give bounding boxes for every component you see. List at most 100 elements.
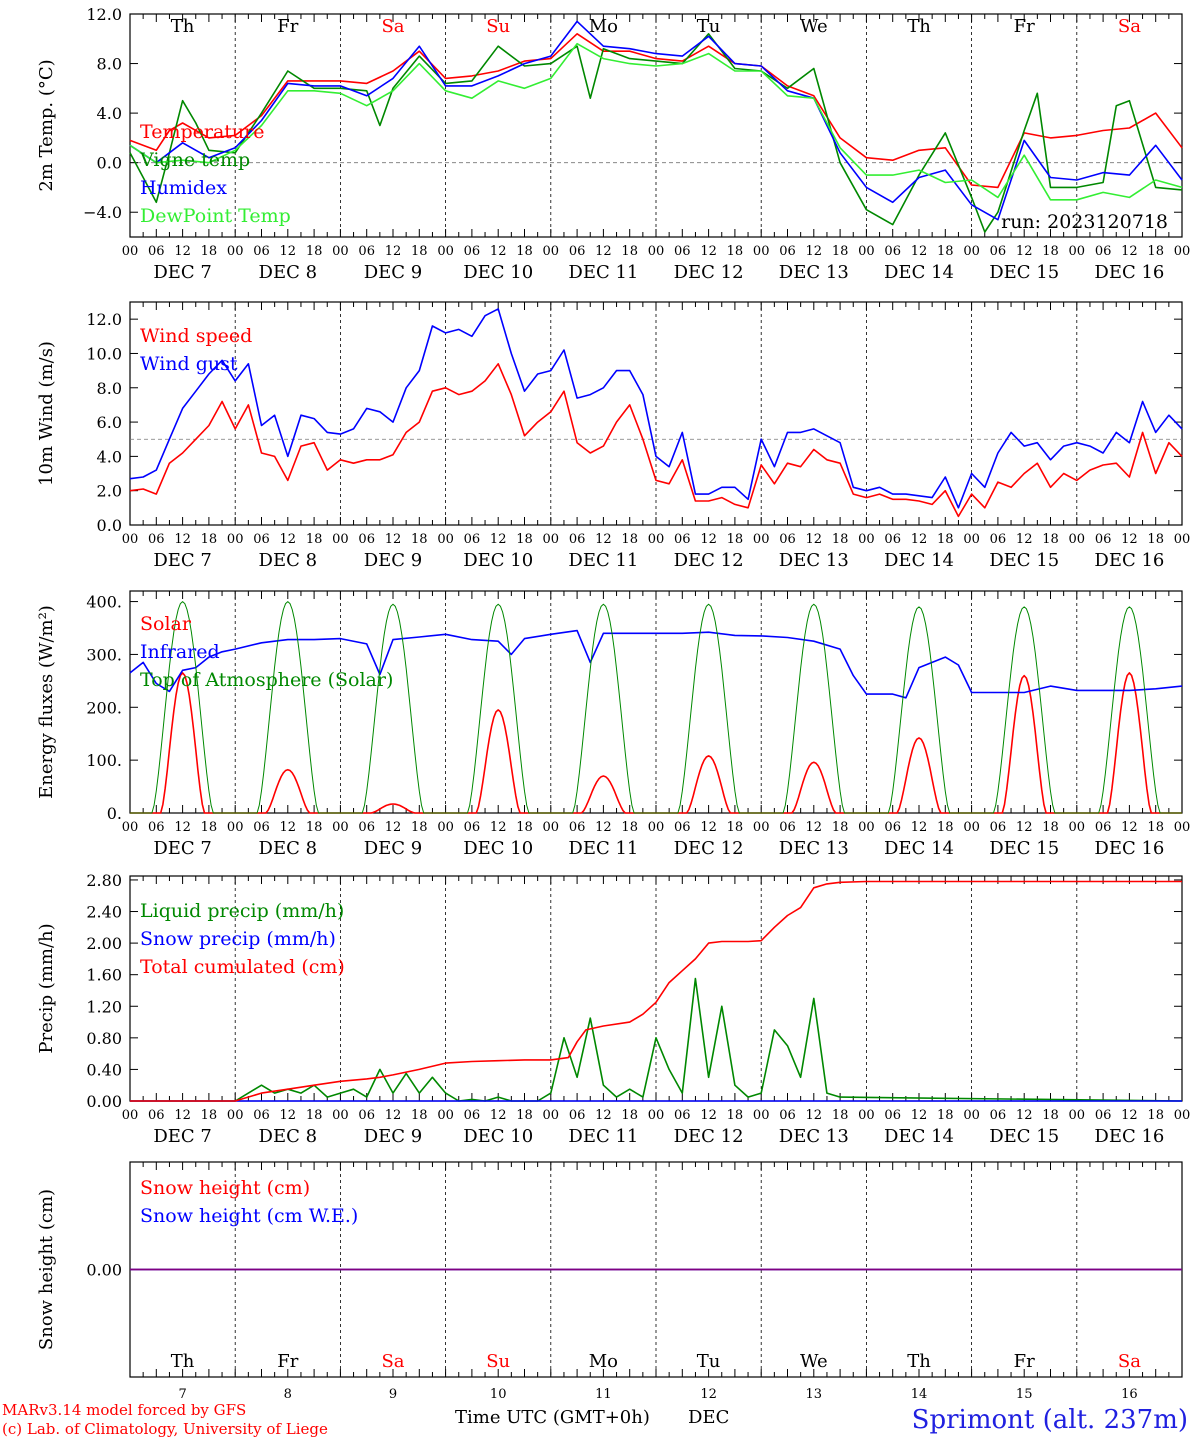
y-tick-label: 12.0 [86,5,122,24]
weekday-label: Th [171,16,195,37]
series-line-wind-gust [129,308,1183,509]
hour-tick-label: 06 [148,820,165,835]
hour-tick-label: 00 [858,820,875,835]
hour-tick-label: 18 [1147,244,1164,259]
hour-tick-label: 00 [858,532,875,547]
date-label: DEC 13 [779,550,849,571]
hour-tick-label: 18 [1147,1108,1164,1123]
hour-tick-label: 12 [700,820,717,835]
y-tick-label: 10.0 [86,344,122,363]
hour-tick-label: 06 [253,244,270,259]
y-axis-label: Energy fluxes (W/m²) [36,605,57,799]
hour-tick-label: 18 [201,244,218,259]
hour-tick-label: 06 [569,244,586,259]
legend-entry: Temperature [140,121,264,143]
x-axis-month: DEC [688,1407,729,1428]
day-number-label: 8 [284,1387,292,1402]
hour-tick-label: 06 [358,532,375,547]
day-number-label: 16 [1121,1387,1138,1402]
weekday-label: Sa [1118,1351,1141,1372]
hour-tick-label: 00 [122,244,139,259]
hour-tick-label: 18 [516,820,533,835]
hour-tick-label: 12 [280,532,297,547]
series-line-dewpoint-temp [129,42,1183,201]
hour-tick-label: 06 [884,820,901,835]
date-label: DEC 16 [1094,838,1164,859]
y-tick-label: 0.0 [97,516,122,535]
y-tick-label: 4.0 [97,447,122,466]
date-label: DEC 9 [364,262,423,283]
hour-tick-label: 12 [174,1108,191,1123]
hour-tick-label: 06 [779,532,796,547]
hour-tick-label: 18 [411,820,428,835]
hour-tick-label: 18 [621,244,638,259]
hour-tick-label: 12 [280,244,297,259]
hour-tick-label: 12 [385,1108,402,1123]
series-line-top-of-atmosphere-solar- [130,601,1182,814]
date-label: DEC 11 [568,1126,638,1147]
date-label: DEC 9 [364,838,423,859]
hour-tick-label: 06 [674,820,691,835]
hour-tick-label: 00 [543,244,560,259]
hour-tick-label: 12 [490,244,507,259]
date-label: DEC 15 [989,550,1059,571]
y-axis-label: 10m Wind (m/s) [36,341,57,486]
y-tick-label: 2.0 [97,482,122,501]
hour-tick-label: 00 [963,532,980,547]
legend-entry: Humidex [140,177,227,199]
date-label: DEC 12 [674,262,744,283]
day-number-label: 12 [700,1387,717,1402]
hour-tick-label: 12 [1016,244,1033,259]
hour-tick-label: 18 [306,1108,323,1123]
hour-tick-label: 18 [1147,820,1164,835]
date-label: DEC 14 [884,550,954,571]
y-tick-label: 2.00 [86,934,122,953]
hour-tick-label: 12 [1121,532,1138,547]
hour-tick-label: 12 [700,244,717,259]
date-label: DEC 13 [779,262,849,283]
hour-tick-label: 12 [806,532,823,547]
hour-tick-label: 18 [832,532,849,547]
date-label: DEC 14 [884,838,954,859]
y-tick-label: 1.20 [86,997,122,1016]
date-label: DEC 7 [153,262,212,283]
plot-frame [129,301,1183,526]
hour-tick-label: 00 [963,1108,980,1123]
y-tick-label: 12.0 [86,310,122,329]
y-tick-label: 6.0 [97,413,122,432]
legend-entry: Snow height (cm W.E.) [140,1205,358,1227]
hour-tick-label: 00 [858,1108,875,1123]
hour-tick-label: 12 [1016,1108,1033,1123]
hour-tick-label: 00 [332,244,349,259]
day-number-label: 7 [178,1387,186,1402]
hour-tick-label: 12 [174,532,191,547]
weekday-label: Fr [277,1351,298,1372]
weekday-label: Fr [1014,16,1035,37]
hour-tick-label: 12 [595,820,612,835]
hour-tick-label: 12 [490,1108,507,1123]
hour-tick-label: 12 [700,1108,717,1123]
hour-tick-label: 18 [411,532,428,547]
hour-tick-label: 12 [911,532,928,547]
hour-tick-label: 06 [1095,1108,1112,1123]
hour-tick-label: 06 [779,1108,796,1123]
hour-tick-label: 18 [201,532,218,547]
series-line-vigne-temp [129,32,1183,233]
y-tick-label: 300. [86,645,122,664]
hour-tick-label: 06 [884,1108,901,1123]
hour-tick-label: 00 [437,244,454,259]
y-tick-label: 2.40 [86,903,122,922]
day-number-label: 15 [1016,1387,1033,1402]
hour-tick-label: 18 [1042,820,1059,835]
hour-tick-label: 00 [227,820,244,835]
hour-tick-label: 18 [201,1108,218,1123]
hour-tick-label: 06 [990,1108,1007,1123]
hour-tick-label: 00 [122,532,139,547]
hour-tick-label: 00 [1069,820,1086,835]
hour-tick-label: 00 [753,820,770,835]
hour-tick-label: 06 [990,820,1007,835]
y-tick-label: 100. [86,751,122,770]
date-label: DEC 8 [259,838,318,859]
hour-tick-label: 12 [280,1108,297,1123]
